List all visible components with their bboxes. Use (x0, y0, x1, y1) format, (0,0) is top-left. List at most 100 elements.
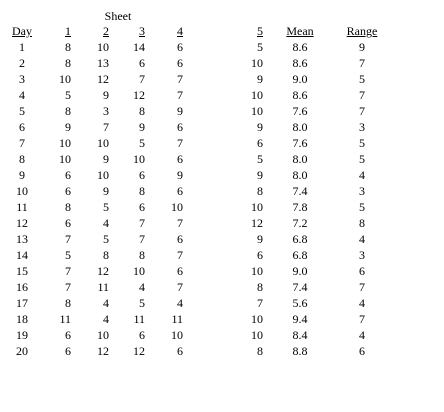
mean-cell: 8.6 (292, 40, 308, 54)
range-cell: 3 (359, 248, 365, 262)
sheet-3-cell: 10 (133, 152, 145, 166)
range-cell: 4 (359, 296, 365, 310)
sheet-2-cell: 4 (103, 296, 109, 310)
mean-cell: 7.4 (292, 280, 308, 294)
sheet-5-cell: 6 (257, 136, 263, 150)
range-cell: 8 (359, 216, 365, 230)
mean-cell: 7.2 (292, 216, 308, 230)
sheet-5-cell: 10 (251, 312, 263, 326)
sheet-3-cell: 7 (139, 216, 145, 230)
day-cell: 5 (19, 104, 25, 118)
day-cell: 15 (16, 264, 28, 278)
sheet-4-cell: 4 (177, 296, 183, 310)
sheet-4-cell: 6 (177, 344, 183, 358)
range-cell: 7 (359, 312, 365, 326)
sheet-1-cell: 11 (59, 312, 71, 326)
table-row: 17 8 4 5 4 7 5.6 4 (4, 295, 392, 311)
sheet-5-cell: 9 (257, 232, 263, 246)
column-header-day: Day (12, 24, 32, 38)
sheet-4-cell: 11 (171, 312, 183, 326)
sheet-4-cell: 6 (177, 56, 183, 70)
mean-cell: 9.0 (292, 72, 308, 86)
table-row: 8 10 9 10 6 5 8.0 5 (4, 151, 392, 167)
sheet-2-cell: 9 (103, 184, 109, 198)
sheet-2-cell: 4 (103, 216, 109, 230)
table-row: 11 8 5 6 10 10 7.8 5 (4, 199, 392, 215)
sheet-5-cell: 9 (257, 120, 263, 134)
sheet-2-cell: 8 (103, 248, 109, 262)
table-row: 1 8 10 14 6 5 8.6 9 (4, 39, 392, 55)
sheet-5-cell: 9 (257, 72, 263, 86)
table-row: 5 8 3 8 9 10 7.6 7 (4, 103, 392, 119)
table-row: 6 9 7 9 6 9 8.0 3 (4, 119, 392, 135)
sheet-3-cell: 6 (139, 328, 145, 342)
sheet-5-cell: 10 (251, 56, 263, 70)
sheet-2-cell: 10 (97, 40, 109, 54)
sheet-5-cell: 10 (251, 88, 263, 102)
range-cell: 5 (359, 200, 365, 214)
table-row: 12 6 4 7 7 12 7.2 8 (4, 215, 392, 231)
sheet-1-cell: 8 (65, 200, 71, 214)
sheet-4-cell: 10 (171, 200, 183, 214)
column-header-sheet-3: 3 (139, 24, 145, 38)
sheet-2-cell: 4 (103, 312, 109, 326)
mean-cell: 6.8 (292, 232, 308, 246)
column-header-sheet-5: 5 (257, 24, 263, 38)
sheet-5-cell: 7 (257, 296, 263, 310)
table-row: 15 7 12 10 6 10 9.0 6 (4, 263, 392, 279)
sheet-4-cell: 7 (177, 88, 183, 102)
sheet-1-cell: 8 (65, 40, 71, 54)
sheet-5-cell: 6 (257, 248, 263, 262)
sheet-2-cell: 3 (103, 104, 109, 118)
column-header-sheet-1: 1 (65, 24, 71, 38)
sheet-5-cell: 5 (257, 40, 263, 54)
sheet-4-cell: 7 (177, 136, 183, 150)
sheet-1-cell: 9 (65, 120, 71, 134)
mean-cell: 9.4 (292, 312, 308, 326)
day-cell: 12 (16, 216, 28, 230)
range-cell: 7 (359, 88, 365, 102)
range-cell: 7 (359, 280, 365, 294)
day-cell: 3 (19, 72, 25, 86)
mean-cell: 8.4 (292, 328, 308, 342)
sheet-1-cell: 8 (65, 104, 71, 118)
mean-cell: 8.0 (292, 152, 308, 166)
sheet-2-cell: 9 (103, 152, 109, 166)
range-cell: 9 (359, 40, 365, 54)
day-cell: 9 (19, 168, 25, 182)
sheet-1-cell: 8 (65, 56, 71, 70)
range-cell: 7 (359, 104, 365, 118)
sheet-4-cell: 9 (177, 168, 183, 182)
sheet-1-cell: 7 (65, 280, 71, 294)
sheet-5-cell: 5 (257, 152, 263, 166)
range-cell: 5 (359, 152, 365, 166)
mean-cell: 8.6 (292, 56, 308, 70)
sheet-5-cell: 8 (257, 184, 263, 198)
sheet-4-cell: 6 (177, 152, 183, 166)
sheet-3-cell: 6 (139, 200, 145, 214)
sheet-3-cell: 12 (133, 88, 145, 102)
mean-cell: 8.0 (292, 120, 308, 134)
range-cell: 4 (359, 168, 365, 182)
mean-cell: 7.8 (292, 200, 308, 214)
range-cell: 3 (359, 120, 365, 134)
mean-cell: 9.0 (292, 264, 308, 278)
table-row: 19 6 10 6 10 10 8.4 4 (4, 327, 392, 343)
sheet-1-cell: 6 (65, 216, 71, 230)
sheet-2-cell: 12 (97, 264, 109, 278)
sheet-3-cell: 6 (139, 168, 145, 182)
day-cell: 16 (16, 280, 28, 294)
table-row: 7 10 10 5 7 6 7.6 5 (4, 135, 392, 151)
sheet-4-cell: 6 (177, 120, 183, 134)
column-header-sheet-2: 2 (103, 24, 109, 38)
sheet-3-cell: 5 (139, 296, 145, 310)
sheet-2-cell: 9 (103, 88, 109, 102)
sheet-1-cell: 6 (65, 344, 71, 358)
range-cell: 4 (359, 328, 365, 342)
sheet-1-cell: 10 (59, 152, 71, 166)
sheet-1-cell: 5 (65, 248, 71, 262)
sheet-3-cell: 5 (139, 136, 145, 150)
mean-cell: 8.8 (292, 344, 308, 358)
table-row: 9 6 10 6 9 9 8.0 4 (4, 167, 392, 183)
